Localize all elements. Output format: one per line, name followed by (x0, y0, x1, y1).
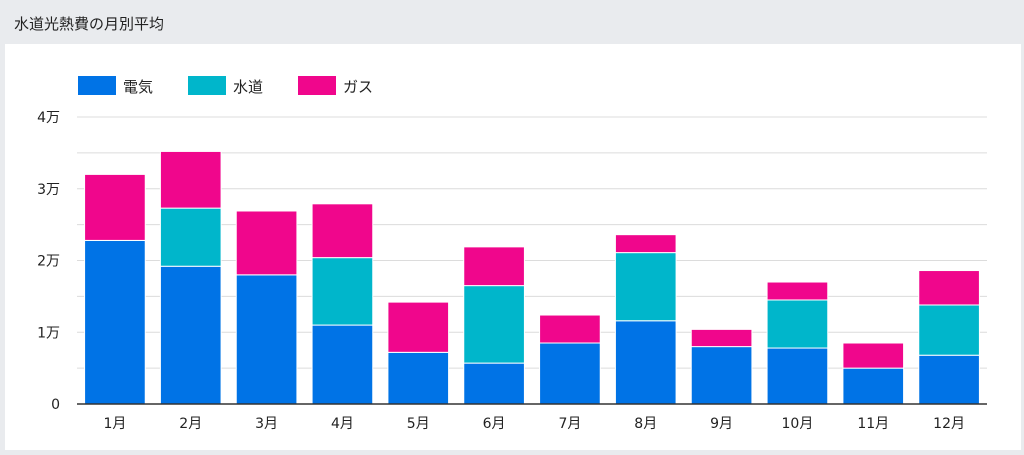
x-tick-label: 3月 (255, 416, 278, 432)
bar-segment[interactable] (463, 285, 525, 364)
legend-swatch[interactable] (298, 76, 336, 95)
legend-label[interactable]: ガス (343, 78, 373, 96)
bar-segment[interactable] (159, 265, 222, 405)
header-bar: 水道光熱費の月別平均 (0, 0, 1024, 44)
bar-segment[interactable] (766, 299, 829, 349)
bar-segment[interactable] (235, 210, 298, 276)
bar-segment[interactable] (159, 207, 222, 267)
bar-segment[interactable] (690, 346, 753, 405)
legend-label[interactable]: 水道 (233, 78, 263, 96)
y-tick-label: 3万 (37, 182, 60, 198)
bar-segment[interactable] (918, 304, 980, 356)
bar-segment[interactable] (84, 239, 146, 405)
x-tick-label: 5月 (407, 416, 430, 432)
bar-segment[interactable] (311, 257, 374, 326)
bar-segment[interactable] (614, 252, 677, 322)
bar-segment[interactable] (311, 324, 374, 405)
page-title: 水道光熱費の月別平均 (14, 15, 165, 33)
bar-segment[interactable] (463, 362, 525, 405)
bar-segment[interactable] (918, 354, 980, 405)
bar-segment[interactable] (690, 328, 753, 348)
x-tick-label: 6月 (483, 416, 506, 432)
x-tick-label: 4月 (331, 416, 354, 432)
x-tick-label: 1月 (103, 416, 126, 432)
y-tick-label: 1万 (37, 325, 60, 341)
bar-segment[interactable] (311, 203, 374, 259)
y-tick-label: 4万 (37, 110, 60, 126)
x-tick-label: 11月 (857, 416, 889, 432)
bar-segment[interactable] (387, 351, 450, 405)
bar-segment[interactable] (84, 173, 146, 241)
x-tick-label: 2月 (179, 416, 202, 432)
bar-segment[interactable] (614, 234, 677, 254)
x-tick-label: 7月 (558, 416, 581, 432)
bar-segment[interactable] (842, 367, 905, 405)
legend-label[interactable]: 電気 (123, 78, 153, 96)
legend-swatch[interactable] (78, 76, 116, 95)
bar-segment[interactable] (842, 342, 905, 369)
x-tick-label: 12月 (933, 416, 965, 432)
bar-segment[interactable] (463, 246, 525, 287)
x-tick-label: 9月 (710, 416, 733, 432)
y-tick-label: 2万 (37, 254, 60, 270)
bar-segment[interactable] (387, 301, 450, 353)
bar-segment[interactable] (539, 314, 601, 344)
bar-segment[interactable] (539, 342, 601, 405)
bar-segment[interactable] (159, 150, 222, 209)
x-tick-label: 8月 (634, 416, 657, 432)
bar-segment[interactable] (614, 320, 677, 405)
bar-segment[interactable] (918, 270, 980, 306)
x-tick-label: 10月 (782, 416, 814, 432)
y-tick-label: 0 (51, 397, 60, 413)
bar-segment[interactable] (235, 274, 298, 405)
bar-segment[interactable] (766, 347, 829, 405)
bar-segment[interactable] (766, 281, 829, 301)
legend-swatch[interactable] (188, 76, 226, 95)
